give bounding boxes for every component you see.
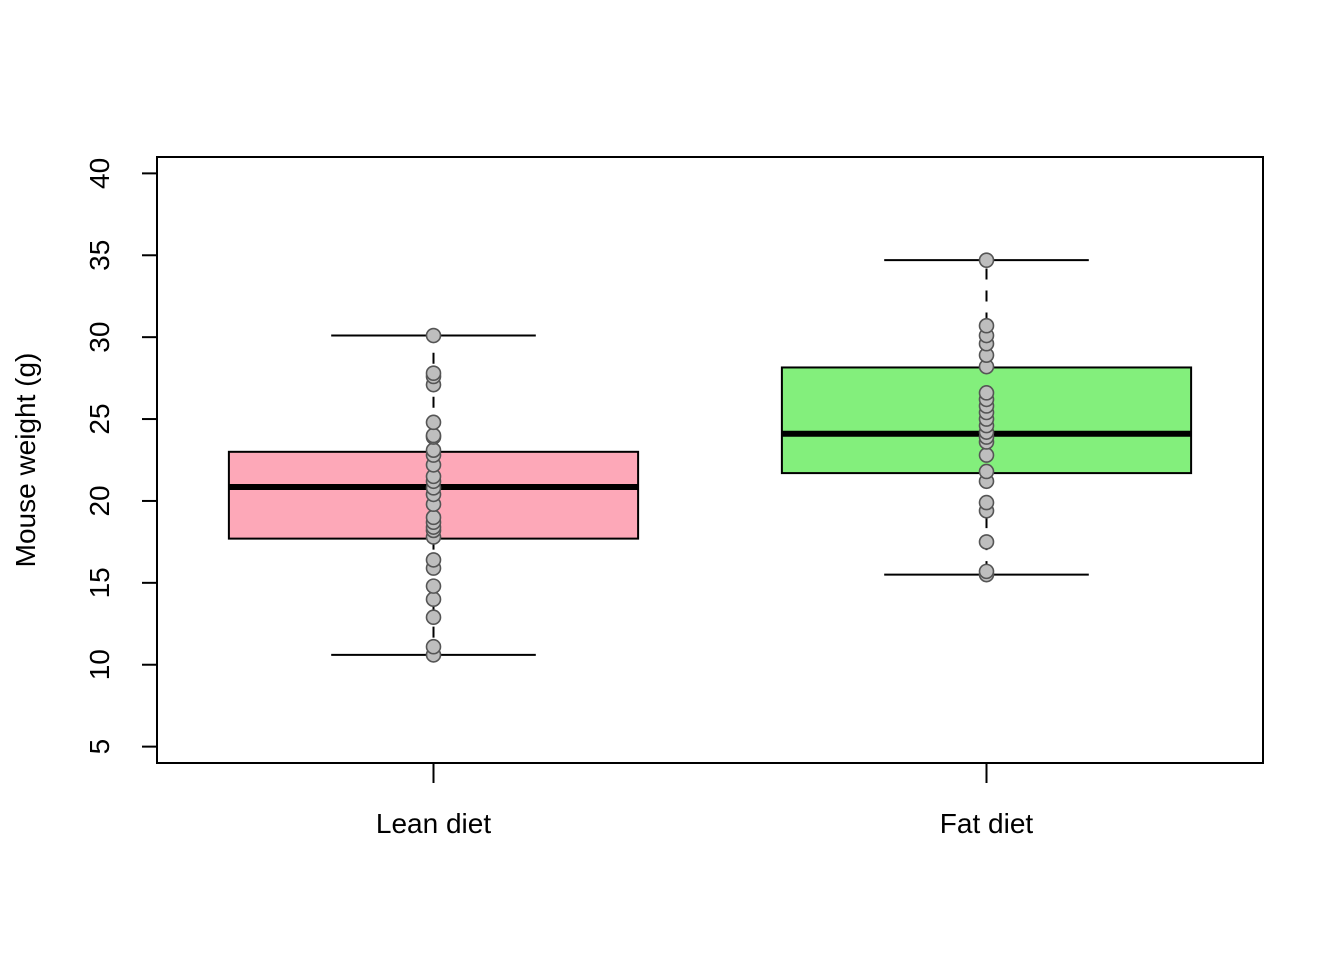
- box-group: [227, 327, 640, 663]
- data-point: [978, 385, 995, 401]
- x-tick-label: Lean diet: [376, 808, 491, 839]
- y-tick-label: 30: [84, 322, 115, 353]
- data-point: [425, 414, 442, 431]
- data-point: [425, 327, 442, 344]
- data-point: [978, 494, 995, 511]
- y-tick-label: 40: [84, 158, 115, 189]
- data-point: [425, 365, 442, 381]
- data-point: [425, 578, 442, 594]
- y-tick-label: 5: [84, 739, 115, 755]
- y-tick-label: 35: [84, 240, 115, 271]
- y-axis-title: Mouse weight (g): [10, 353, 41, 568]
- x-tick-label: Fat diet: [940, 808, 1034, 839]
- y-axis: 5 10 15 20 25 30 35 40: [84, 158, 157, 755]
- data-point: [425, 427, 442, 444]
- data-point: [978, 317, 995, 334]
- x-axis: Lean diet Fat diet: [376, 763, 1034, 839]
- data-point: [978, 447, 995, 463]
- y-tick-label: 10: [84, 649, 115, 680]
- data-point: [425, 591, 442, 608]
- data-point: [425, 442, 442, 458]
- y-tick-label: 15: [84, 567, 115, 598]
- y-tick-label: 25: [84, 403, 115, 434]
- data-point: [425, 552, 442, 568]
- data-point: [425, 509, 442, 526]
- data-point: [978, 534, 995, 550]
- data-point: [978, 463, 995, 480]
- data-point: [425, 638, 442, 655]
- data-point: [425, 609, 442, 626]
- data-point: [978, 563, 995, 580]
- y-tick-label: 20: [84, 485, 115, 516]
- plot-frame: [156, 156, 1264, 764]
- data-point: [978, 252, 995, 268]
- boxes-layer: [227, 252, 1193, 663]
- box-group: [780, 252, 1193, 583]
